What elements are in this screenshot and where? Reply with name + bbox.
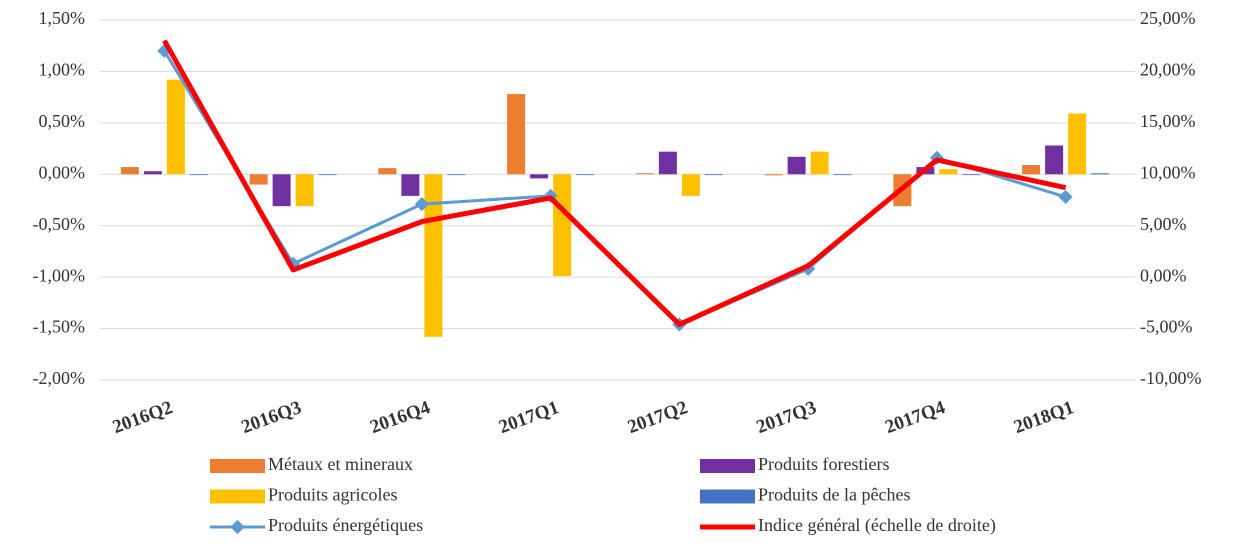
x-tick-label: 2017Q3: [754, 397, 820, 438]
y-tick-label: 1,00%: [39, 60, 86, 80]
x-tick-label: 2017Q2: [625, 397, 691, 438]
x-tick-label: 2016Q3: [239, 397, 305, 438]
y-tick-label: -2,00%: [33, 368, 86, 388]
bar: [962, 174, 981, 176]
bar: [635, 173, 654, 175]
y2-tick-label: 0,00%: [1140, 265, 1187, 285]
y2-tick-label: 15,00%: [1140, 111, 1196, 131]
x-tick-label: 2018Q1: [1011, 397, 1077, 438]
legend-marker: [230, 519, 245, 535]
y-tick-label: -1,50%: [33, 317, 86, 337]
bar: [764, 174, 783, 176]
legend-label: Indice général (échelle de droite): [758, 515, 996, 536]
legend-label: Produits énergétiques: [268, 515, 423, 535]
bar: [1022, 165, 1041, 175]
legend-swatch: [210, 459, 265, 473]
bar: [318, 174, 337, 176]
bar: [166, 79, 185, 175]
bar: [658, 151, 677, 175]
bar: [1091, 173, 1110, 175]
y-tick-label: 1,50%: [39, 8, 86, 28]
bar: [530, 174, 549, 179]
bar: [401, 174, 420, 196]
bar: [787, 156, 806, 175]
legend-label: Produits agricoles: [268, 485, 397, 505]
bar: [553, 174, 572, 277]
x-tick-label: 2016Q2: [110, 397, 176, 438]
legend-label: Produits forestiers: [758, 454, 889, 474]
bar: [249, 174, 268, 185]
bar: [378, 168, 397, 175]
bar: [447, 174, 466, 176]
bar: [1068, 113, 1087, 175]
y-tick-label: -0,50%: [33, 214, 86, 234]
bar: [939, 169, 958, 175]
bar: [424, 174, 443, 337]
legend-swatch: [700, 489, 755, 504]
legend-label: Métaux et mineraux: [268, 454, 413, 474]
y2-tick-label: 10,00%: [1140, 162, 1196, 182]
legend-swatch: [700, 459, 755, 473]
y2-tick-label: -5,00%: [1140, 317, 1193, 337]
bar: [120, 167, 139, 175]
y2-tick-label: 25,00%: [1140, 8, 1196, 28]
y-tick-label: 0,50%: [39, 111, 86, 131]
y-tick-label: 0,00%: [39, 162, 86, 182]
y2-tick-label: -10,00%: [1140, 368, 1202, 388]
legend-swatch: [210, 489, 265, 504]
legend-label: Produits de la pêches: [758, 485, 910, 505]
y2-tick-label: 20,00%: [1140, 60, 1196, 80]
x-tick-label: 2017Q4: [882, 397, 948, 438]
bar: [143, 171, 162, 175]
bar: [189, 174, 208, 176]
bar: [681, 174, 700, 196]
bar: [1045, 145, 1064, 175]
marker: [414, 197, 429, 212]
bar: [272, 174, 291, 207]
marker: [1058, 189, 1073, 204]
bar: [295, 174, 314, 207]
y2-tick-label: 5,00%: [1140, 214, 1187, 234]
x-tick-label: 2016Q4: [367, 397, 433, 438]
bar: [704, 174, 723, 176]
x-tick-label: 2017Q1: [496, 397, 562, 438]
line: [162, 39, 1067, 327]
bar: [507, 94, 526, 175]
bar: [576, 174, 595, 176]
y-tick-label: -1,00%: [33, 265, 86, 285]
bar: [810, 151, 829, 175]
bar: [833, 174, 852, 176]
